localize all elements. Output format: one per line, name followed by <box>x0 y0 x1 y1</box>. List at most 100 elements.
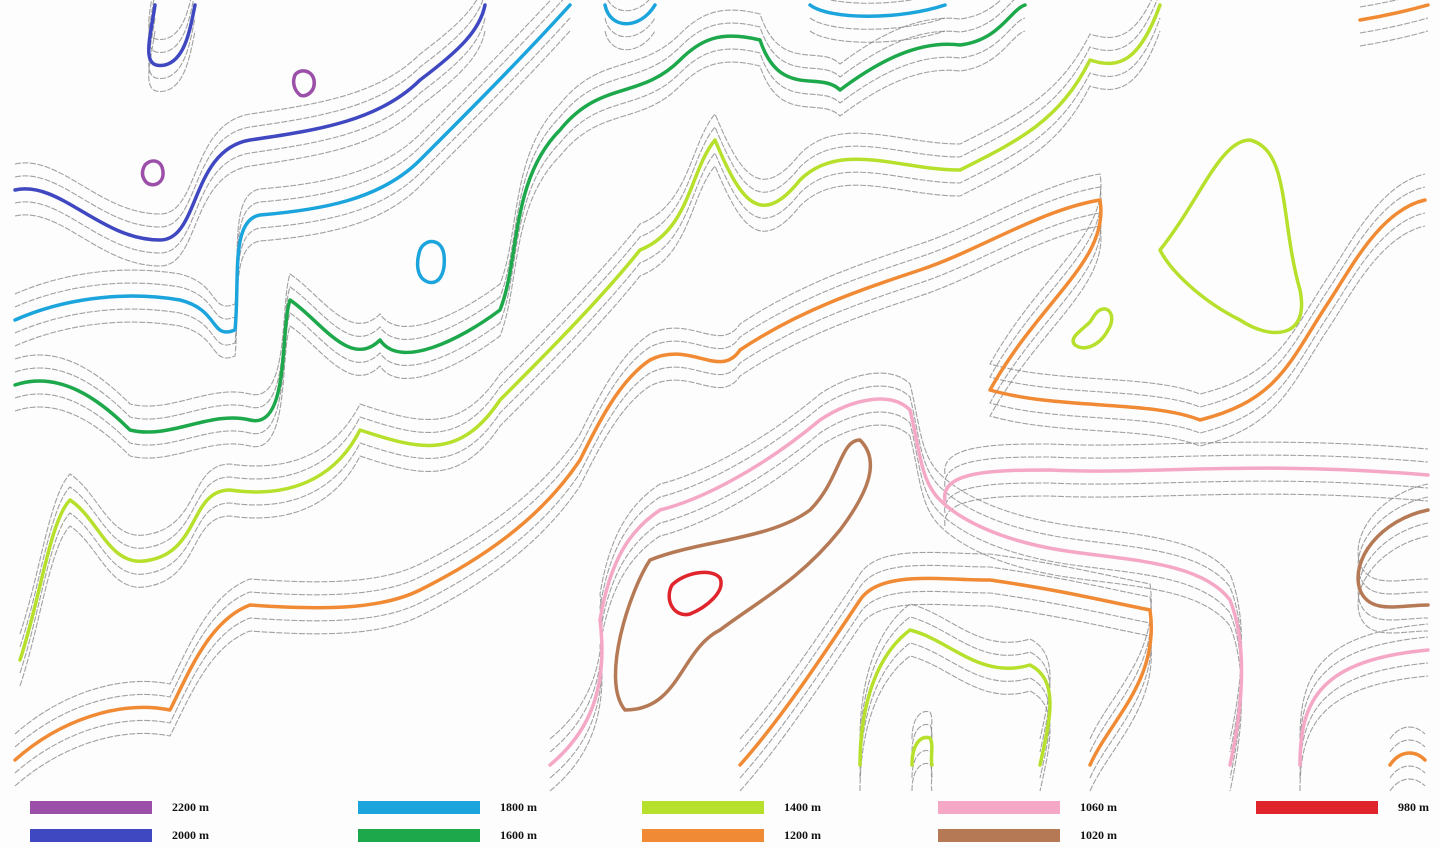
pencil-contour <box>944 441 1429 475</box>
legend-swatch <box>358 829 480 842</box>
legend-label: 1060 m <box>1080 800 1117 814</box>
contour <box>13 3 1027 434</box>
legend-label: 1020 m <box>1080 828 1117 842</box>
pencil-contour <box>739 551 1152 740</box>
pencil-contour <box>19 30 1161 687</box>
pencil-contour <box>607 0 650 12</box>
legend: 2200 m 2000 m 1800 m 1600 m 1400 m 1200 m 1060… <box>30 800 1429 842</box>
legend-label: 1600 m <box>500 828 537 842</box>
contour <box>603 3 657 26</box>
contour <box>140 159 165 187</box>
pencil-contour <box>14 30 1026 459</box>
pencil-contour <box>1359 30 1429 47</box>
pencil-contour <box>148 0 194 54</box>
pencil-contour <box>148 0 192 41</box>
pencil-contour <box>739 603 1152 792</box>
pencil-contour <box>1359 0 1399 8</box>
pencil-contour <box>1299 623 1429 740</box>
pencil-contour <box>14 186 1426 748</box>
legend-swatch <box>30 801 152 814</box>
pencil-contour <box>19 17 1161 674</box>
contour <box>1298 648 1430 767</box>
legend-label: 2000 m <box>172 828 209 842</box>
pencil-contour <box>549 411 1243 779</box>
legend-label: 1800 m <box>500 800 537 814</box>
pencil-contour <box>809 30 946 43</box>
pencil-contour <box>1389 778 1426 792</box>
pencil-contour <box>14 212 1426 774</box>
pencil-contour <box>14 30 571 359</box>
pencil-contour <box>1359 17 1429 34</box>
contour <box>1358 3 1430 22</box>
pencil-contour <box>1299 675 1429 792</box>
legend-swatch <box>1256 801 1378 814</box>
legend-swatch <box>642 829 764 842</box>
contour <box>1388 751 1427 767</box>
pencil-contour <box>14 225 1426 787</box>
contour <box>667 570 723 617</box>
legend-swatch <box>358 801 480 814</box>
pencil-contour <box>911 710 933 740</box>
pencil-contour <box>1389 726 1426 740</box>
contour <box>1071 307 1114 350</box>
pencil-contour <box>1357 522 1429 621</box>
pencil-contour <box>859 616 1051 753</box>
pencil-contour <box>14 0 484 228</box>
pencil-contour <box>1389 739 1426 753</box>
pencil-contour <box>14 17 486 254</box>
pencil-contour <box>944 493 1429 527</box>
legend-swatch <box>30 829 152 842</box>
pencil-contour <box>859 603 1051 740</box>
pencil-contour <box>944 480 1429 514</box>
contour <box>1356 508 1430 609</box>
contour <box>858 628 1052 767</box>
legend-label: 980 m <box>1398 800 1429 814</box>
pencil-contour <box>14 0 478 215</box>
pencil-contour <box>604 17 656 38</box>
contour <box>910 735 934 767</box>
contour <box>1158 138 1304 335</box>
contour <box>548 397 1244 767</box>
pencil-contour <box>1357 535 1429 634</box>
pencil-contour <box>19 0 1152 635</box>
contour <box>613 438 873 712</box>
pencil-contour <box>14 173 1426 735</box>
pencil-contour <box>14 0 564 320</box>
pencil-contour <box>604 30 656 51</box>
contour <box>808 3 947 18</box>
pencil-contour <box>14 0 552 307</box>
contour <box>147 3 197 68</box>
pencil-contour <box>14 30 486 267</box>
pencil-contour <box>1389 765 1426 779</box>
pencil-contour <box>549 424 1243 792</box>
pencil-contour <box>19 0 1158 648</box>
contour <box>13 3 487 242</box>
pencil-contour <box>14 0 1015 420</box>
legend-label: 2200 m <box>172 800 209 814</box>
contour <box>291 69 316 98</box>
contour <box>943 466 1430 502</box>
legend-swatch <box>642 801 764 814</box>
pencil-contour <box>549 385 1243 753</box>
contour <box>18 3 1162 662</box>
pencil-contour <box>549 372 1243 740</box>
pencil-contour <box>14 17 1026 446</box>
pencil-contours <box>14 0 1429 792</box>
pencil-contour <box>1299 636 1429 753</box>
contour <box>13 198 1427 762</box>
pencil-contour <box>809 17 946 30</box>
legend-swatch <box>938 801 1060 814</box>
contour <box>415 239 447 285</box>
colored-contours <box>13 3 1430 767</box>
contour <box>13 3 572 334</box>
pencil-contour <box>739 564 1152 753</box>
pencil-contour <box>14 0 1002 407</box>
legend-label: 1400 m <box>784 800 821 814</box>
pencil-contour <box>911 762 933 792</box>
pencil-contour <box>944 454 1429 488</box>
pencil-contour <box>739 590 1152 779</box>
pencil-contour <box>14 17 571 346</box>
contour <box>738 576 1154 767</box>
